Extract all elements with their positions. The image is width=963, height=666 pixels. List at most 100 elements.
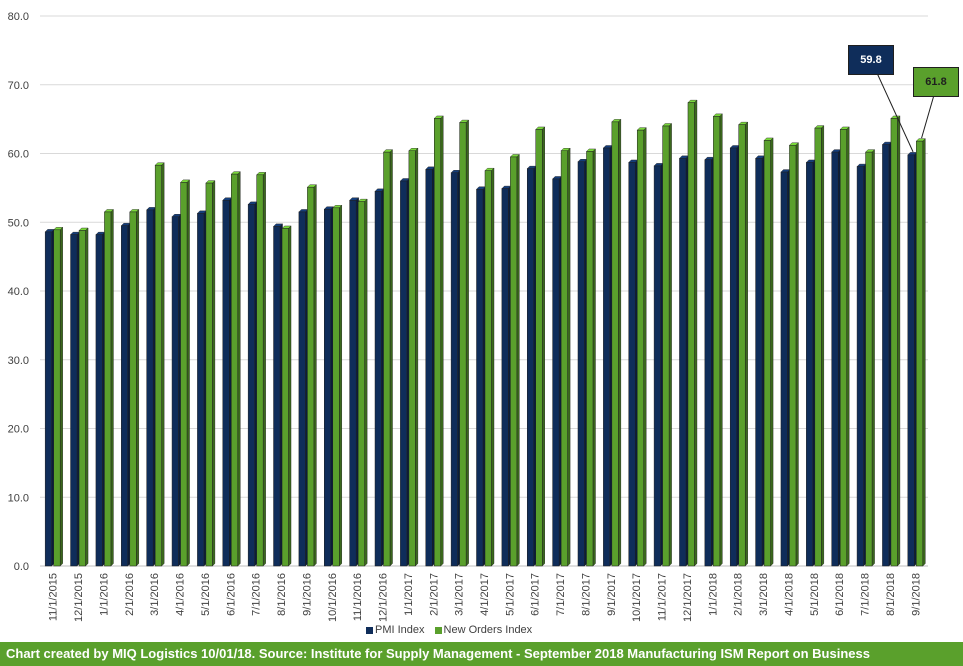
pmi-bar [476, 186, 486, 567]
pmi-bar [273, 223, 284, 567]
pmi-bar [907, 151, 918, 567]
x-tick-label: 2/1/2016 [124, 573, 136, 616]
new-orders-bar [839, 126, 850, 567]
pmi-bar [399, 178, 410, 567]
x-tick-label: 5/1/2018 [809, 573, 821, 616]
pmi-bar [856, 163, 867, 567]
new-orders-bar [712, 113, 723, 567]
x-tick-label: 3/1/2017 [454, 573, 466, 616]
new-orders-bar [662, 123, 673, 567]
new-orders-bar [636, 127, 647, 567]
new-orders-swatch [434, 626, 442, 634]
x-tick-label: 12/1/2016 [378, 573, 390, 622]
legend: PMI Index New Orders Index [366, 624, 532, 636]
x-tick-label: 11/1/2016 [352, 573, 364, 621]
x-tick-label: 1/1/2017 [403, 573, 415, 616]
pmi-bar [780, 169, 791, 567]
x-tick-label: 9/1/2017 [606, 573, 618, 616]
new-orders-bar [738, 121, 749, 567]
x-tick-label: 1/1/2018 [707, 573, 719, 616]
x-tick-label: 9/1/2016 [301, 573, 313, 616]
x-tick-label: 1/1/2016 [98, 573, 110, 616]
pmi-bar [222, 197, 233, 567]
pmi-swatch [366, 626, 373, 634]
new-orders-bar [586, 148, 596, 567]
new-orders-bar [205, 180, 216, 567]
pmi-leader-line [876, 72, 914, 153]
x-tick-label: 9/1/2018 [910, 573, 922, 616]
x-tick-label: 10/1/2016 [327, 573, 339, 622]
y-tick-label: 70.0 [8, 80, 29, 92]
pmi-bar [146, 206, 157, 567]
x-tick-label: 2/1/2018 [733, 573, 745, 616]
callout-leaders [876, 72, 935, 153]
new-orders-bar [332, 204, 343, 567]
legend-label-pmi: PMI Index [375, 624, 425, 636]
x-tick-label: 4/1/2018 [783, 573, 795, 616]
x-tick-label: 6/1/2018 [834, 573, 846, 616]
source-footer: Chart created by MIQ Logistics 10/01/18.… [0, 642, 963, 666]
pmi-bar [171, 213, 182, 567]
pmi-bar [349, 197, 360, 567]
pmi-bar [729, 145, 740, 567]
new-orders-bar [357, 198, 368, 567]
new-orders-leader-line [921, 94, 935, 139]
x-tick-label: 3/1/2016 [149, 573, 161, 616]
x-tick-label: 6/1/2016 [225, 573, 237, 616]
pmi-bar [831, 149, 842, 567]
pmi-bar [755, 155, 766, 567]
new-orders-bar [281, 225, 292, 567]
x-tick-label: 12/1/2017 [682, 573, 694, 622]
legend-label-new-orders: New Orders Index [443, 624, 533, 636]
x-tick-label: 3/1/2018 [758, 573, 770, 616]
new-orders-bar [611, 118, 622, 567]
new-orders-bar [256, 171, 267, 567]
pmi-bar [526, 165, 537, 567]
new-orders-bar [383, 149, 393, 567]
x-tick-label: 7/1/2017 [555, 573, 567, 616]
y-tick-label: 40.0 [8, 286, 29, 298]
new-orders-bar [814, 125, 825, 567]
new-orders-bar [433, 115, 444, 567]
pmi-bar [450, 169, 461, 567]
new-orders-bar [408, 147, 419, 567]
new-orders-bar [129, 208, 140, 567]
x-tick-label: 11/1/2017 [657, 573, 669, 621]
pmi-bar [196, 210, 207, 567]
new-orders-bar [459, 119, 470, 567]
new-orders-bar [154, 162, 165, 567]
pmi-bar [501, 185, 512, 567]
pmi-bar [44, 228, 55, 567]
new-orders-bar [535, 126, 546, 567]
x-axis: 11/1/2015 12/1/2015 1/1/2016 2/1/2016 3/1/20… [48, 573, 923, 622]
pmi-bar [298, 208, 309, 567]
legend-item-new-orders: New Orders Index [434, 624, 533, 636]
new-orders-bar [78, 227, 89, 567]
x-tick-label: 10/1/2017 [631, 573, 643, 622]
x-tick-label: 11/1/2015 [48, 573, 60, 621]
x-tick-label: 5/1/2016 [200, 573, 212, 616]
new-orders-bar [687, 99, 698, 567]
callout-new-orders-value: 61.8 [913, 67, 959, 97]
new-orders-bar [230, 171, 241, 567]
pmi-bar [881, 141, 892, 567]
new-orders-bar [103, 208, 114, 567]
new-orders-bar [865, 149, 876, 567]
y-tick-label: 80.0 [8, 11, 29, 23]
bars [44, 99, 926, 567]
pmi-bar [120, 222, 131, 567]
x-tick-label: 7/1/2016 [251, 573, 263, 616]
y-tick-label: 20.0 [8, 424, 29, 436]
callout-pmi-value: 59.8 [848, 45, 894, 75]
y-tick-label: 30.0 [8, 355, 29, 367]
x-tick-label: 12/1/2015 [73, 573, 85, 622]
new-orders-bar [509, 153, 520, 567]
y-tick-label: 0.0 [14, 561, 29, 573]
new-orders-bar [560, 147, 571, 567]
new-orders-bar [915, 138, 926, 567]
new-orders-bar [306, 184, 317, 567]
x-tick-label: 7/1/2018 [860, 573, 872, 616]
pmi-bar [678, 155, 689, 567]
new-orders-bar [763, 137, 774, 567]
